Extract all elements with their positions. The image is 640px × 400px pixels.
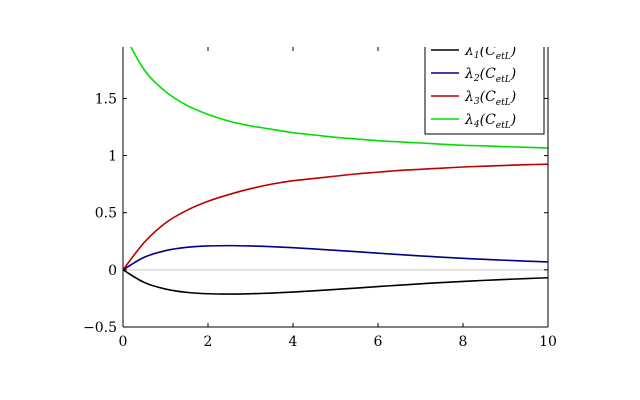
x-tick-label: 0 <box>119 334 128 350</box>
y-tick-label: −0.5 <box>83 320 117 336</box>
x-tick-label: 10 <box>539 334 557 350</box>
series-line-3 <box>123 163 548 271</box>
legend-label-2: λ2(CetL) <box>464 66 516 85</box>
legend: λ1(CetL)λ2(CetL)λ3(CetL)λ4(CetL) <box>423 0 548 135</box>
legend-label-4: λ4(CetL) <box>464 112 516 131</box>
y-tick-label: 0.5 <box>95 206 117 222</box>
series-line-2 <box>123 244 548 271</box>
top-margin-mask <box>423 0 548 47</box>
series-line-1 <box>123 269 548 295</box>
axes <box>122 47 549 328</box>
y-tick-label: 1.5 <box>95 91 117 107</box>
series-line-4 <box>129 47 548 149</box>
x-tick-label: 4 <box>289 334 298 350</box>
ticks: 0 2 4 6 8 10−0.500.511.5 <box>83 47 557 350</box>
series-layer <box>123 47 548 295</box>
y-tick-label: 0 <box>108 263 117 279</box>
x-tick-label: 6 <box>374 334 383 350</box>
x-tick-label: 8 <box>459 334 468 350</box>
x-tick-label: 2 <box>204 334 213 350</box>
legend-box <box>424 37 545 135</box>
legend-label-3: λ3(CetL) <box>464 89 516 108</box>
y-tick-label: 1 <box>108 149 117 165</box>
